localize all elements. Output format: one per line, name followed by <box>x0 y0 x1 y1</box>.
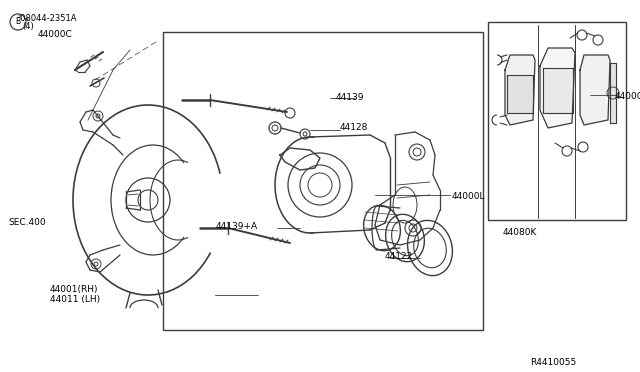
Text: 44000C: 44000C <box>38 30 73 39</box>
Text: 44001(RH): 44001(RH) <box>50 285 99 294</box>
Polygon shape <box>580 55 610 125</box>
Text: (4): (4) <box>22 22 34 31</box>
Text: SEC.400: SEC.400 <box>8 218 45 227</box>
Polygon shape <box>610 63 616 123</box>
Text: 44000L: 44000L <box>452 192 486 201</box>
Text: B: B <box>15 17 20 26</box>
Text: ²: ² <box>26 18 29 24</box>
Text: ²08044-2351A: ²08044-2351A <box>18 14 77 23</box>
Text: 44139: 44139 <box>336 93 365 102</box>
Bar <box>163 32 483 330</box>
Text: 44000K: 44000K <box>615 92 640 101</box>
Text: 44139+A: 44139+A <box>216 222 258 231</box>
Polygon shape <box>543 68 573 113</box>
Text: 44122: 44122 <box>385 252 413 261</box>
Polygon shape <box>505 55 535 125</box>
Text: R4410055: R4410055 <box>530 358 576 367</box>
Text: 44080K: 44080K <box>503 228 537 237</box>
Text: 44011 (LH): 44011 (LH) <box>50 295 100 304</box>
Bar <box>488 22 626 220</box>
Text: 44128: 44128 <box>340 123 369 132</box>
Polygon shape <box>540 48 575 128</box>
Polygon shape <box>507 75 533 113</box>
